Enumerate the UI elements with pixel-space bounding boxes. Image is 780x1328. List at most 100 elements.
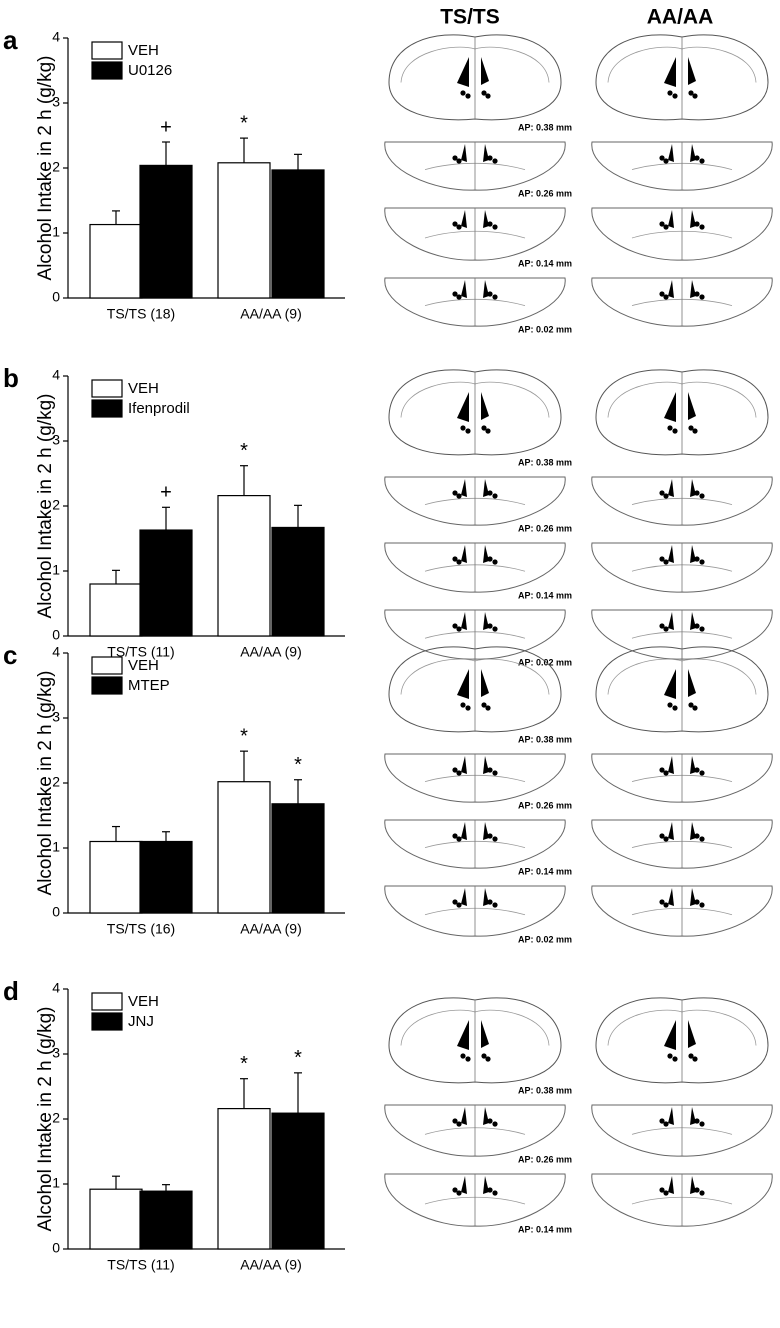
y-tick-label: 0 — [52, 1240, 60, 1256]
injection-site — [672, 93, 678, 99]
injection-site — [688, 90, 694, 96]
y-tick-label: 2 — [52, 774, 60, 790]
injection-site — [487, 1187, 493, 1193]
injection-site — [663, 626, 669, 632]
y-tick-label: 3 — [52, 432, 60, 448]
brain-outline — [591, 1173, 773, 1227]
y-axis-label: Alcohol Intake in 2 h (g/kg) — [35, 394, 56, 619]
injection-site — [663, 158, 669, 164]
brain-outline — [384, 207, 566, 261]
injection-site — [659, 833, 665, 839]
ventricle — [457, 1020, 469, 1050]
bar — [89, 583, 143, 637]
x-tick-label: TS/TS (18) — [107, 306, 175, 322]
ventricle — [461, 545, 467, 563]
injection-site — [487, 833, 493, 839]
y-tick-label: 1 — [52, 839, 60, 855]
injection-site — [699, 1190, 705, 1196]
bar — [271, 526, 325, 637]
injection-site — [672, 1056, 678, 1062]
injection-site — [492, 158, 498, 164]
injection-site — [460, 702, 466, 708]
ventricle — [457, 57, 469, 87]
x-tick-label: TS/TS (11) — [107, 644, 174, 660]
injection-site — [659, 490, 665, 496]
atlas: AP: 0.38 mm AP: 0.26 mm AP: 0.14 mm AP: 0.0… — [384, 646, 773, 944]
injection-site — [492, 294, 498, 300]
injection-site — [659, 767, 665, 773]
bar — [139, 164, 193, 299]
injection-site — [456, 158, 462, 164]
ventricle — [664, 57, 676, 87]
injection-site — [465, 428, 471, 434]
injection-site — [699, 770, 705, 776]
injection-site — [667, 1053, 673, 1059]
bar — [217, 495, 271, 637]
brain-outline — [591, 542, 773, 593]
ventricle — [668, 479, 674, 497]
brain-outline — [384, 1104, 566, 1157]
injection-site — [452, 767, 458, 773]
ventricle — [481, 57, 489, 85]
injection-site — [694, 556, 700, 562]
injection-site — [452, 221, 458, 227]
atlas-section-label: AP: 0.14 mm — [518, 590, 572, 600]
atlas-section-label: AP: 0.26 mm — [518, 523, 572, 533]
injection-site — [481, 1053, 487, 1059]
ventricle — [461, 1176, 467, 1194]
atlas-section-label: AP: 0.14 mm — [518, 866, 572, 876]
brain-outline — [384, 753, 566, 803]
ventricle — [481, 392, 489, 420]
significance-mark: * — [240, 725, 248, 747]
atlas-section-label: AP: 0.02 mm — [518, 934, 572, 944]
injection-site — [492, 626, 498, 632]
legend-label: VEH — [128, 657, 159, 674]
ventricle — [664, 669, 676, 699]
injection-site — [487, 899, 493, 905]
ventricle — [461, 144, 467, 162]
atlas-section-label: AP: 0.38 mm — [518, 1085, 572, 1095]
injection-site — [481, 702, 487, 708]
bar — [271, 1112, 325, 1250]
injection-site — [699, 224, 705, 230]
injection-site — [663, 1190, 669, 1196]
injection-site — [460, 1053, 466, 1059]
y-tick-label: 0 — [52, 289, 60, 305]
legend-label: Ifenprodil — [128, 400, 190, 417]
atlas-section-label: AP: 0.26 mm — [518, 188, 572, 198]
injection-site — [452, 623, 458, 629]
atlas-section-label: AP: 0.26 mm — [518, 800, 572, 810]
ventricle — [668, 888, 674, 906]
injection-site — [699, 158, 705, 164]
injection-site — [694, 899, 700, 905]
injection-site — [699, 626, 705, 632]
bar — [217, 781, 271, 914]
significance-mark: * — [240, 440, 248, 462]
injection-site — [492, 836, 498, 842]
ventricle — [668, 756, 674, 774]
injection-site — [663, 224, 669, 230]
ventricle — [457, 392, 469, 422]
legend-swatch — [91, 399, 123, 418]
injection-site — [492, 902, 498, 908]
injection-site — [688, 425, 694, 431]
injection-site — [663, 294, 669, 300]
ventricle — [688, 669, 696, 697]
ventricle — [668, 210, 674, 228]
x-tick-label: AA/AA (9) — [240, 921, 301, 937]
legend-label: VEH — [128, 380, 159, 397]
y-tick-label: 0 — [52, 627, 60, 643]
atlas-section-label: AP: 0.38 mm — [518, 457, 572, 467]
ventricle — [461, 756, 467, 774]
panel-label: b — [3, 363, 19, 393]
bar — [139, 1190, 193, 1250]
injection-site — [487, 767, 493, 773]
panel-label: c — [3, 640, 17, 670]
legend-swatch — [91, 992, 123, 1011]
legend-swatch — [91, 41, 123, 60]
legend-label: VEH — [128, 993, 159, 1010]
injection-site — [694, 155, 700, 161]
significance-mark: + — [160, 116, 172, 138]
injection-site — [692, 705, 698, 711]
